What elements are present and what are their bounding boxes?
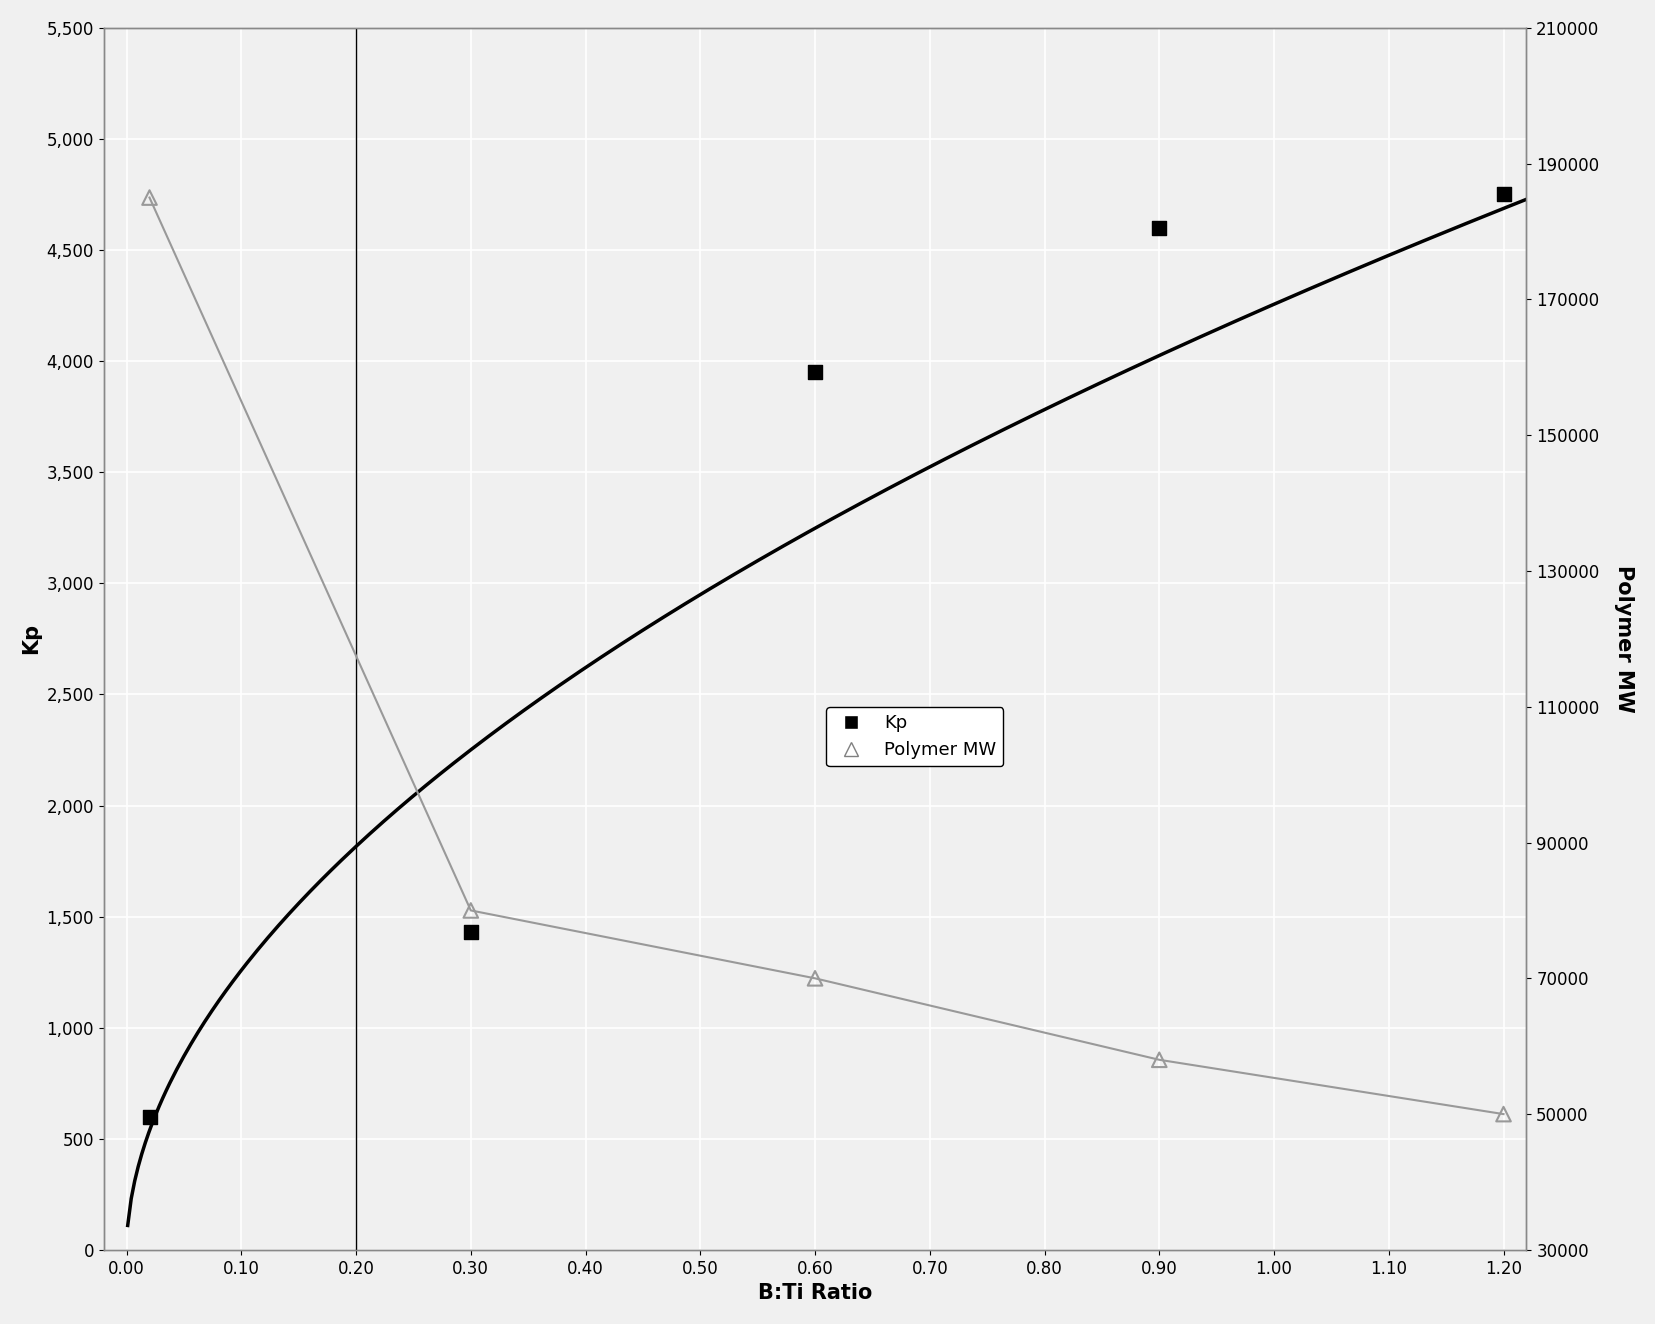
Legend: Kp, Polymer MW: Kp, Polymer MW xyxy=(826,707,1003,767)
Point xyxy=(457,900,483,922)
Point xyxy=(457,922,483,943)
Point xyxy=(1145,217,1172,238)
X-axis label: B:Ti Ratio: B:Ti Ratio xyxy=(758,1283,872,1303)
Point xyxy=(136,1106,162,1127)
Point xyxy=(136,187,162,208)
Point xyxy=(801,968,828,989)
Y-axis label: Polymer MW: Polymer MW xyxy=(1614,565,1633,712)
Y-axis label: Kp: Kp xyxy=(22,624,41,654)
Point xyxy=(1490,184,1516,205)
Point xyxy=(1145,1049,1172,1070)
Point xyxy=(1490,1103,1516,1124)
Point xyxy=(801,361,828,383)
